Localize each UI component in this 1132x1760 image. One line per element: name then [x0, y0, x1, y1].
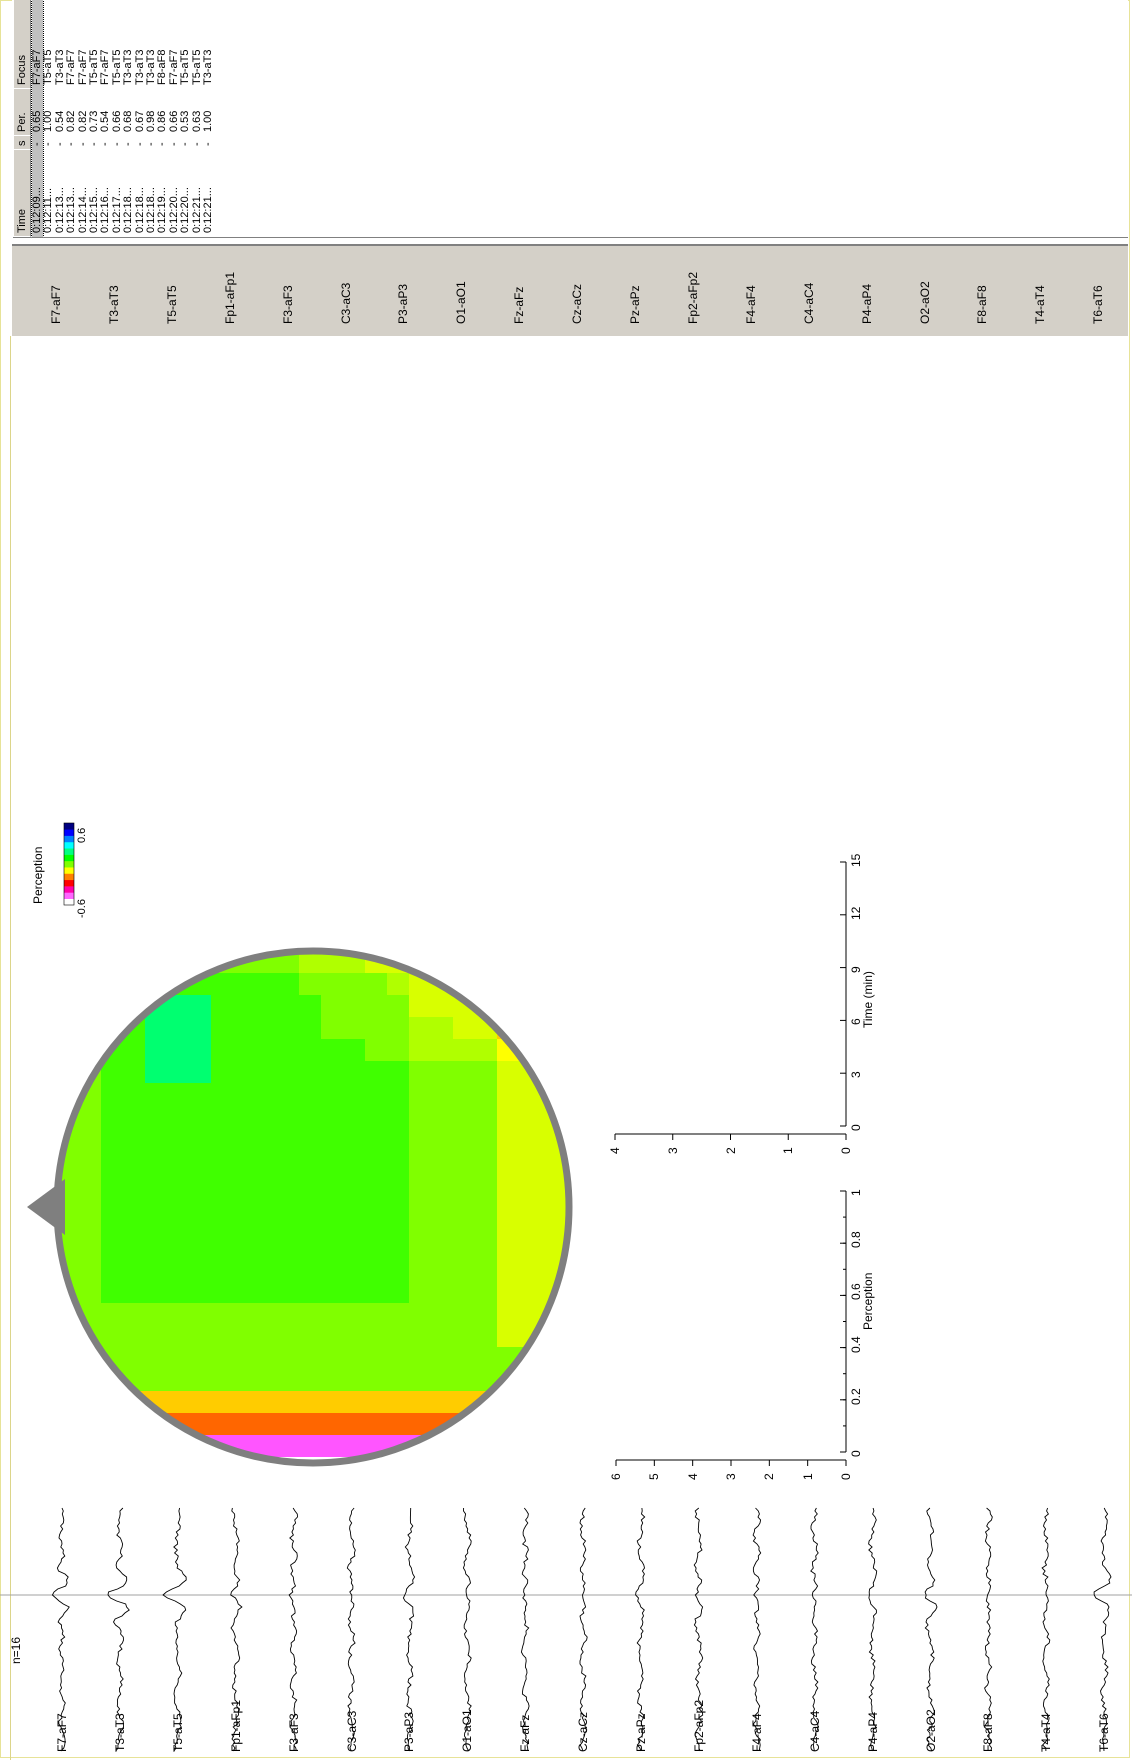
colorbar-min-label: -0.6: [76, 899, 88, 918]
y-tick-label: 1: [800, 1473, 815, 1480]
trace-label: T5-aT5: [170, 1713, 185, 1752]
y-tick-label: 0: [839, 1147, 853, 1154]
table-header-time[interactable]: [14, 150, 31, 237]
x-tick-label: 0.4: [849, 1335, 863, 1353]
trace-label: T4-aT4: [1039, 1713, 1054, 1752]
table-header-focus[interactable]: [14, 0, 31, 89]
trace-label: F3-aF3: [286, 1713, 301, 1752]
table-border: [13, 0, 1128, 238]
y-tick-label: 0: [839, 1473, 853, 1480]
x-tick-label: 0.8: [849, 1231, 863, 1249]
table-header-s[interactable]: [14, 136, 31, 150]
trace-label: Pz-aPz: [634, 1713, 648, 1752]
x-tick-label: 0.2: [849, 1388, 863, 1405]
x-tick-label: 1: [849, 1189, 863, 1196]
x-tick-label: 15: [849, 853, 863, 867]
y-tick-label: 4: [608, 1147, 622, 1154]
x-axis-label: Time (min): [861, 971, 875, 1028]
x-tick-label: 0: [849, 1124, 863, 1131]
x-tick-label: 0: [849, 1450, 863, 1457]
panel-divider[interactable]: [10, 336, 11, 1760]
trace-label: F7-aF7: [55, 1713, 69, 1752]
x-tick-label: 3: [849, 1071, 863, 1079]
trace-label: T3-aT3: [112, 1713, 127, 1752]
table-header-per[interactable]: [14, 89, 31, 136]
trace-label: Fp2-aFp2: [691, 1699, 706, 1752]
table-row[interactable]: [31, 0, 44, 238]
colorbar-title: Perception: [31, 846, 45, 904]
y-tick-label: 3: [724, 1473, 738, 1480]
y-tick-label: 6: [609, 1473, 623, 1480]
trace-label: T6-aT6: [1097, 1713, 1112, 1752]
trace-label: Cz-aCz: [576, 1711, 591, 1752]
trace-label: C4-aC4: [807, 1710, 822, 1752]
y-tick-label: 3: [665, 1147, 680, 1154]
y-tick-label: 2: [723, 1147, 738, 1154]
event-table[interactable]: Time s Per. Focus 0:12:09... -0.65 F7-aF7 0:12:…: [12, 0, 1128, 240]
trace-label: O1-aO1: [460, 1709, 475, 1752]
trace-label: O2-aO2: [923, 1709, 938, 1752]
trace-label: F8-aF8: [981, 1713, 996, 1752]
x-axis-label: Perception: [861, 1272, 875, 1330]
sample-count-label: n=16: [9, 1636, 23, 1664]
trace-label: P4-aP4: [865, 1711, 880, 1752]
y-tick-label: 2: [762, 1473, 777, 1480]
trace-label: P3-aP3: [402, 1711, 417, 1752]
trace-label: Fz-aFz: [518, 1714, 533, 1752]
y-tick-label: 5: [647, 1473, 662, 1480]
trace-label: C3-aC3: [344, 1710, 359, 1752]
y-tick-label: 1: [781, 1147, 796, 1154]
trace-label: Fp1-aFp1: [228, 1699, 243, 1752]
colorbar-max-label: 0.6: [76, 827, 88, 843]
trace-label: F4-aF4: [749, 1713, 764, 1752]
x-tick-label: 12: [849, 906, 863, 920]
y-tick-label: 4: [685, 1473, 700, 1480]
channel-label-strip: F7-aF7 T3-aT3 T5-aT5 Fp1-aFp1 F3-aF3 C3-aC3 P3…: [12, 244, 1128, 336]
